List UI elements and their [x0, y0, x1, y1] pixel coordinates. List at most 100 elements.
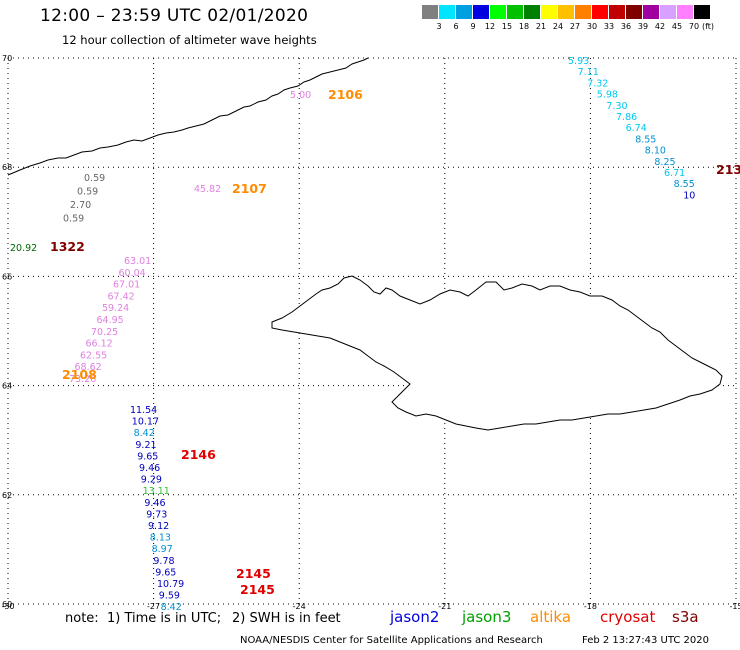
lon-tick-label: -30: [1, 602, 14, 611]
scale-swatch: [660, 5, 676, 19]
credit-line: NOAA/NESDIS Center for Satellite Applica…: [240, 635, 543, 646]
scale-swatch: [490, 5, 506, 19]
scale-label: 3: [436, 22, 442, 31]
lat-tick-label: 68: [2, 163, 12, 172]
scale-swatch: [558, 5, 574, 19]
map-title: 12:00 – 23:59 UTC 02/01/2020: [40, 6, 309, 26]
scale-swatch: [473, 5, 489, 19]
track-id-label: 1322: [50, 239, 85, 254]
wave-height-value: 63.01: [124, 256, 151, 267]
legend-s3a: s3a: [672, 608, 699, 626]
wave-height-value: 6.71: [664, 168, 685, 179]
scale-swatch: [422, 5, 438, 19]
legend-jason2: jason2: [390, 608, 440, 626]
wave-height-value: 0.59: [77, 187, 98, 198]
wave-height-value: 59.24: [102, 303, 129, 314]
scale-label: 33: [603, 22, 615, 31]
wave-height-value: 70.25: [91, 327, 118, 338]
lat-tick-label: 70: [2, 54, 12, 63]
wave-height-value: 8.42: [161, 602, 182, 613]
scale-label: 30: [586, 22, 598, 31]
wave-height-value: 9.12: [148, 521, 169, 532]
scale-swatch: [524, 5, 540, 19]
altimeter-tracks: 5.00 2106 45.82 2107 20.92 1322 0.59 0.59 2.70 0.…: [10, 56, 740, 613]
wave-height-value: 68.62: [75, 362, 102, 373]
wave-height-value: 67.01: [113, 280, 140, 291]
wave-height-value: 0.59: [63, 214, 84, 225]
wave-height-value: 66.12: [86, 339, 113, 350]
wave-height-value: 9.65: [137, 451, 158, 462]
track-id-label: 2145: [240, 582, 275, 597]
greenland-coastline: [7, 57, 369, 176]
scale-label: 15: [501, 22, 513, 31]
lon-tick-label: -27: [147, 602, 160, 611]
wave-height-value: 5.93: [568, 56, 589, 67]
scale-label: 12: [484, 22, 496, 31]
scale-swatch: [626, 5, 642, 19]
scale-swatch: [456, 5, 472, 19]
lon-tick-label: -18: [584, 602, 597, 611]
wave-height-value: 60.04: [119, 268, 146, 279]
wave-height-value: 8.25: [654, 157, 675, 168]
wave-height-value: 5.98: [597, 90, 618, 101]
wave-height-value: 10.79: [157, 579, 184, 590]
wave-height-value: 9.46: [139, 463, 160, 474]
wave-height-value: 9.73: [146, 509, 167, 520]
wave-height-value: 8.42: [134, 428, 155, 439]
scale-label: 36: [620, 22, 632, 31]
wave-height-value: 64.95: [97, 315, 124, 326]
legend-cryosat: cryosat: [600, 608, 656, 626]
wave-height-value: 7.30: [606, 101, 627, 112]
wave-height-value: 9.59: [159, 591, 180, 602]
lat-tick-label: 60: [2, 600, 12, 609]
track-id-label: 2107: [232, 181, 267, 196]
wave-height-value: 45.82: [194, 184, 221, 195]
wave-height-value: 7.86: [616, 112, 637, 123]
track-id-label: 2145: [236, 566, 271, 581]
scale-label: 42: [654, 22, 666, 31]
lat-tick-label: 62: [2, 491, 12, 500]
note-utc: 1) Time is in UTC;: [107, 611, 222, 626]
legend-altika: altika: [530, 608, 572, 626]
scale-label: 21: [535, 22, 547, 31]
scale-swatch: [609, 5, 625, 19]
lon-tick-label: -21: [438, 602, 451, 611]
scale-label: 6: [453, 22, 459, 31]
iceland-coastline: [271, 275, 723, 431]
lat-tick-label: 66: [2, 272, 12, 281]
map-subtitle: 12 hour collection of altimeter wave hei…: [62, 33, 317, 47]
wave-height-value: 20.92: [10, 243, 37, 254]
track-id-label: 2108: [62, 367, 97, 382]
scale-label: 24: [552, 22, 564, 31]
scale-swatch: [541, 5, 557, 19]
legend-jason3: jason3: [462, 608, 512, 626]
wave-height-value: 13.11: [143, 486, 170, 497]
wave-height-value: 10.17: [132, 417, 159, 428]
scale-swatch: [439, 5, 455, 19]
wave-height-value: 67.42: [108, 291, 135, 302]
lon-tick-label: -24: [293, 602, 306, 611]
scale-swatch: [677, 5, 693, 19]
wave-height-value: 11.54: [130, 405, 157, 416]
scale-swatch: [592, 5, 608, 19]
wave-height-value: 8.10: [645, 146, 666, 157]
lat-tick-label: 64: [2, 382, 12, 391]
scale-unit: (ft): [701, 22, 715, 31]
scale-label: 70: [688, 22, 700, 31]
scale-swatch: [507, 5, 523, 19]
wave-height-value: 10: [683, 190, 695, 201]
track-id-label: 213: [716, 162, 740, 177]
scale-swatch: [643, 5, 659, 19]
wave-height-value: 73.26: [69, 374, 96, 385]
wave-height-value: 9.65: [155, 567, 176, 578]
wave-height-value: 8.97: [152, 544, 173, 555]
wave-height-value: 62.55: [80, 350, 107, 361]
wave-height-value: 5.00: [290, 90, 311, 101]
generated-timestamp: Feb 2 13:27:43 UTC 2020: [582, 635, 709, 646]
wave-height-value: 0.59: [84, 173, 105, 184]
scale-label: 18: [518, 22, 530, 31]
wave-height-value: 9.29: [141, 475, 162, 486]
scale-label: 27: [569, 22, 581, 31]
track-id-label: 2146: [181, 447, 216, 462]
